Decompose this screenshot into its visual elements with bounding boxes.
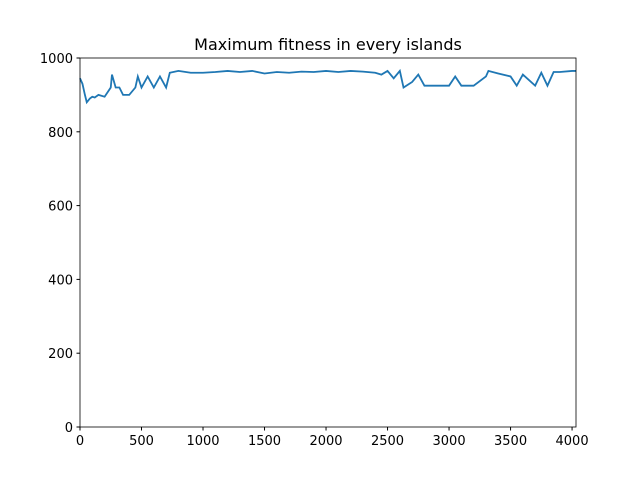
x-tick-label: 500 xyxy=(129,434,154,449)
x-tick-label: 2000 xyxy=(309,434,342,449)
y-tick-label: 1000 xyxy=(40,52,73,67)
y-tick-label: 600 xyxy=(48,200,73,215)
y-tick-label: 200 xyxy=(48,347,73,362)
y-tick-label: 0 xyxy=(65,421,73,436)
x-tick-label: 1000 xyxy=(186,434,219,449)
x-tick-label: 2500 xyxy=(371,434,404,449)
x-tick-label: 4000 xyxy=(556,434,589,449)
chart-title: Maximum fitness in every islands xyxy=(194,35,462,54)
x-tick-label: 0 xyxy=(76,434,84,449)
y-tick-label: 800 xyxy=(48,126,73,141)
y-tick-label: 400 xyxy=(48,273,73,288)
plot-frame xyxy=(79,57,577,428)
x-tick-label: 1500 xyxy=(248,434,281,449)
x-tick-label: 3000 xyxy=(433,434,466,449)
x-tick-label: 3500 xyxy=(494,434,527,449)
line xyxy=(79,68,576,105)
